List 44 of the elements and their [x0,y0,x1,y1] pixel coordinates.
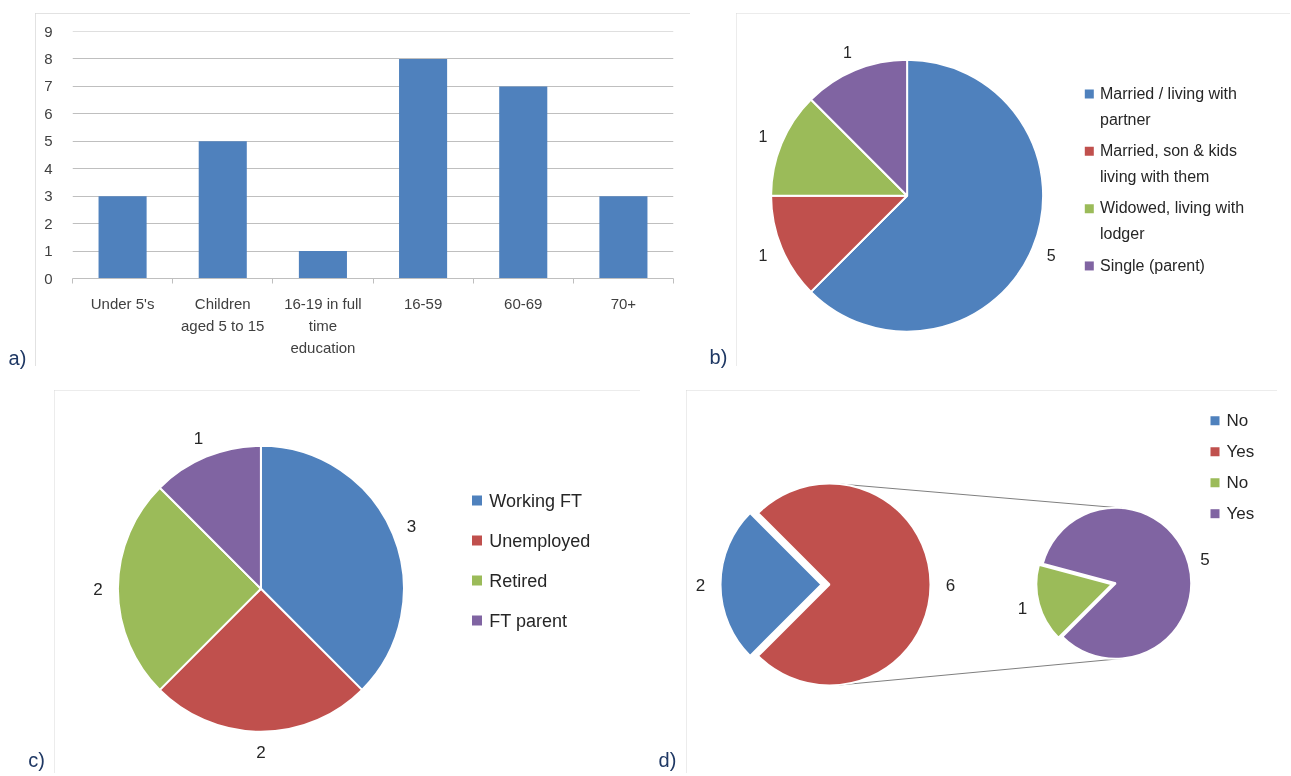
legend-label: Married, son & kids living with them [1100,142,1237,186]
x-tick-label: Children aged 5 to 15 [181,294,265,334]
y-tick-label: 6 [44,104,53,122]
data-label: 5 [1200,550,1210,570]
text: d) [658,748,677,771]
data-label: 2 [256,742,266,762]
data-label: 5 [1046,247,1056,265]
text: b) [709,345,728,368]
legend-label: Married / living with partner [1100,84,1237,128]
y-tick-label: 8 [44,49,53,67]
data-label: 1 [1017,599,1028,619]
x-tick-label: 70+ [610,294,637,312]
text: a) [8,346,27,369]
legend-label: Yes [1226,504,1255,524]
text: c) [28,748,45,771]
data-label: 1 [193,429,204,449]
y-tick-label: 3 [44,187,53,205]
y-tick-label: 1 [44,242,53,260]
legend-label: Yes [1226,442,1255,462]
y-tick-label: 5 [44,132,53,150]
y-tick-label: 4 [44,159,53,177]
data-label: 1 [758,128,768,145]
data-label: 6 [945,575,956,595]
x-tick-label: 16-59 [403,294,443,312]
y-tick-label: 2 [44,214,53,232]
y-tick-label: 7 [44,77,53,95]
legend-label: No [1226,411,1249,431]
data-label: 1 [842,43,852,61]
data-label: 3 [406,517,417,537]
legend-label: Widowed, living with lodger [1100,199,1245,243]
data-label: 2 [695,575,706,595]
legend-label: Working FT [489,490,582,511]
x-tick-label: 60-69 [504,294,543,312]
x-tick-label: Under 5's [90,294,155,312]
legend-label: No [1226,473,1249,493]
legend-label: Unemployed [489,530,591,551]
y-tick-label: 0 [44,269,53,287]
legend-label: FT parent [489,610,568,631]
data-label: 1 [758,247,768,265]
legend-label: Single (parent) [1100,257,1205,275]
y-tick-label: 9 [44,22,53,40]
data-label: 2 [93,579,103,599]
x-tick-label: 16-19 in full time education [284,294,362,356]
legend-label: Retired [489,570,548,591]
